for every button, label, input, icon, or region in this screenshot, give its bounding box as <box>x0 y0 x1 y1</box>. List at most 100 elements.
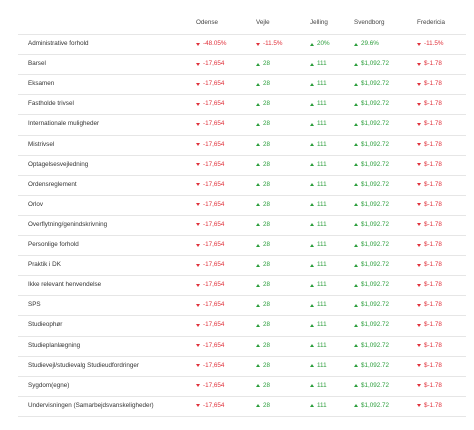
value-cell: $-1.78 <box>417 320 442 330</box>
value-cell: 111 <box>310 140 327 150</box>
trend-arrow <box>256 203 260 207</box>
trend-arrow <box>196 102 200 106</box>
row-separator <box>18 74 466 76</box>
row-separator <box>18 174 466 176</box>
value-text: $-1.78 <box>424 180 442 188</box>
trend-arrow <box>196 323 200 327</box>
value-text: $-1.78 <box>424 80 442 88</box>
value-cell: $1,092.72 <box>354 320 389 330</box>
value-text: $1,092.72 <box>361 140 390 148</box>
value-text: -17,654 <box>203 341 225 349</box>
row-label: Studieplanlægning <box>28 341 81 349</box>
trend-arrow <box>310 62 314 66</box>
trend-arrow <box>417 183 421 187</box>
value-text: 28 <box>263 140 271 148</box>
trend-arrow <box>310 404 314 408</box>
value-text: $-1.78 <box>424 401 442 409</box>
trend-arrow <box>417 263 421 267</box>
row-label: Praktik i DK <box>28 261 61 269</box>
value-text: 28 <box>263 80 271 88</box>
row-separator <box>18 214 466 216</box>
trend-arrow <box>256 183 260 187</box>
value-cell: 28 <box>256 260 270 270</box>
trend-arrow <box>417 62 421 66</box>
trend-arrow <box>354 183 358 187</box>
value-cell: $1,092.72 <box>354 200 389 210</box>
value-cell: $1,092.72 <box>354 79 389 89</box>
value-text: 111 <box>317 80 327 88</box>
value-cell: 28 <box>256 220 270 230</box>
trend-arrow <box>310 263 314 267</box>
value-cell: -17,654 <box>196 361 224 371</box>
value-cell: 28 <box>256 59 270 69</box>
value-text: 29.6% <box>361 40 379 47</box>
trend-arrow <box>256 163 260 167</box>
value-text: $-1.78 <box>424 381 442 389</box>
value-cell: 111 <box>310 59 327 69</box>
trend-arrow <box>354 344 358 347</box>
value-cell: $1,092.72 <box>354 160 389 170</box>
value-text: -17,654 <box>203 401 225 409</box>
value-cell: $-1.78 <box>417 260 442 270</box>
value-cell: -17,654 <box>196 200 224 210</box>
trend-arrow <box>354 364 358 368</box>
value-cell: -17,654 <box>196 140 224 150</box>
trend-arrow <box>310 122 314 126</box>
trend-arrow <box>310 183 314 187</box>
value-text: 28 <box>263 361 271 369</box>
value-text: -17,654 <box>203 100 225 108</box>
value-cell: -17,654 <box>196 260 224 270</box>
value-text: $1,092.72 <box>361 220 390 228</box>
row-separator <box>18 275 466 277</box>
value-text: $-1.78 <box>424 100 442 108</box>
value-cell: -17,654 <box>196 220 224 230</box>
value-text: 28 <box>263 100 271 108</box>
row-label: Ordensreglement <box>28 180 77 188</box>
value-text: 111 <box>317 241 327 248</box>
value-cell: -11.5% <box>256 39 282 49</box>
value-text: 28 <box>263 180 271 188</box>
trend-arrow <box>256 404 260 408</box>
value-cell: -17,654 <box>196 59 224 69</box>
value-cell: -17,654 <box>196 79 224 89</box>
value-text: 28 <box>263 160 271 168</box>
value-text: $-1.78 <box>424 120 442 128</box>
trend-arrow <box>417 323 421 327</box>
value-cell: 111 <box>310 79 327 89</box>
value-text: 28 <box>263 60 271 68</box>
value-text: 28 <box>263 341 271 349</box>
value-cell: 111 <box>310 280 327 290</box>
value-cell: -17,654 <box>196 300 224 310</box>
value-text: 111 <box>317 200 327 208</box>
value-cell: 111 <box>310 361 327 371</box>
value-text: $-1.78 <box>424 341 442 349</box>
value-text: 28 <box>263 401 271 409</box>
trend-arrow <box>256 62 260 66</box>
value-cell: 28 <box>256 320 270 330</box>
row-label: Sygdom(egne) <box>28 381 70 389</box>
row-separator <box>18 235 466 236</box>
value-cell: $-1.78 <box>417 59 442 69</box>
trend-arrow <box>310 243 314 247</box>
trend-arrow <box>417 344 421 347</box>
trend-arrow <box>354 102 358 106</box>
trend-arrow <box>310 42 314 46</box>
value-cell: -17,654 <box>196 320 224 330</box>
trend-arrow <box>354 223 358 227</box>
trend-arrow <box>354 263 358 267</box>
value-cell: $-1.78 <box>417 300 442 310</box>
value-cell: $-1.78 <box>417 361 442 371</box>
value-text: -17,654 <box>203 180 225 188</box>
row-separator <box>18 415 466 417</box>
value-cell: -17,654 <box>196 401 224 411</box>
trend-arrow <box>417 364 421 368</box>
value-cell: $-1.78 <box>417 280 442 290</box>
value-text: -17,654 <box>203 381 225 389</box>
header-separator <box>18 34 466 35</box>
value-text: $1,092.72 <box>361 160 390 168</box>
value-cell: -17,654 <box>196 160 224 170</box>
value-text: 111 <box>317 281 327 289</box>
value-text: $1,092.72 <box>361 381 390 389</box>
value-cell: $1,092.72 <box>354 361 389 371</box>
value-cell: 111 <box>310 160 327 170</box>
